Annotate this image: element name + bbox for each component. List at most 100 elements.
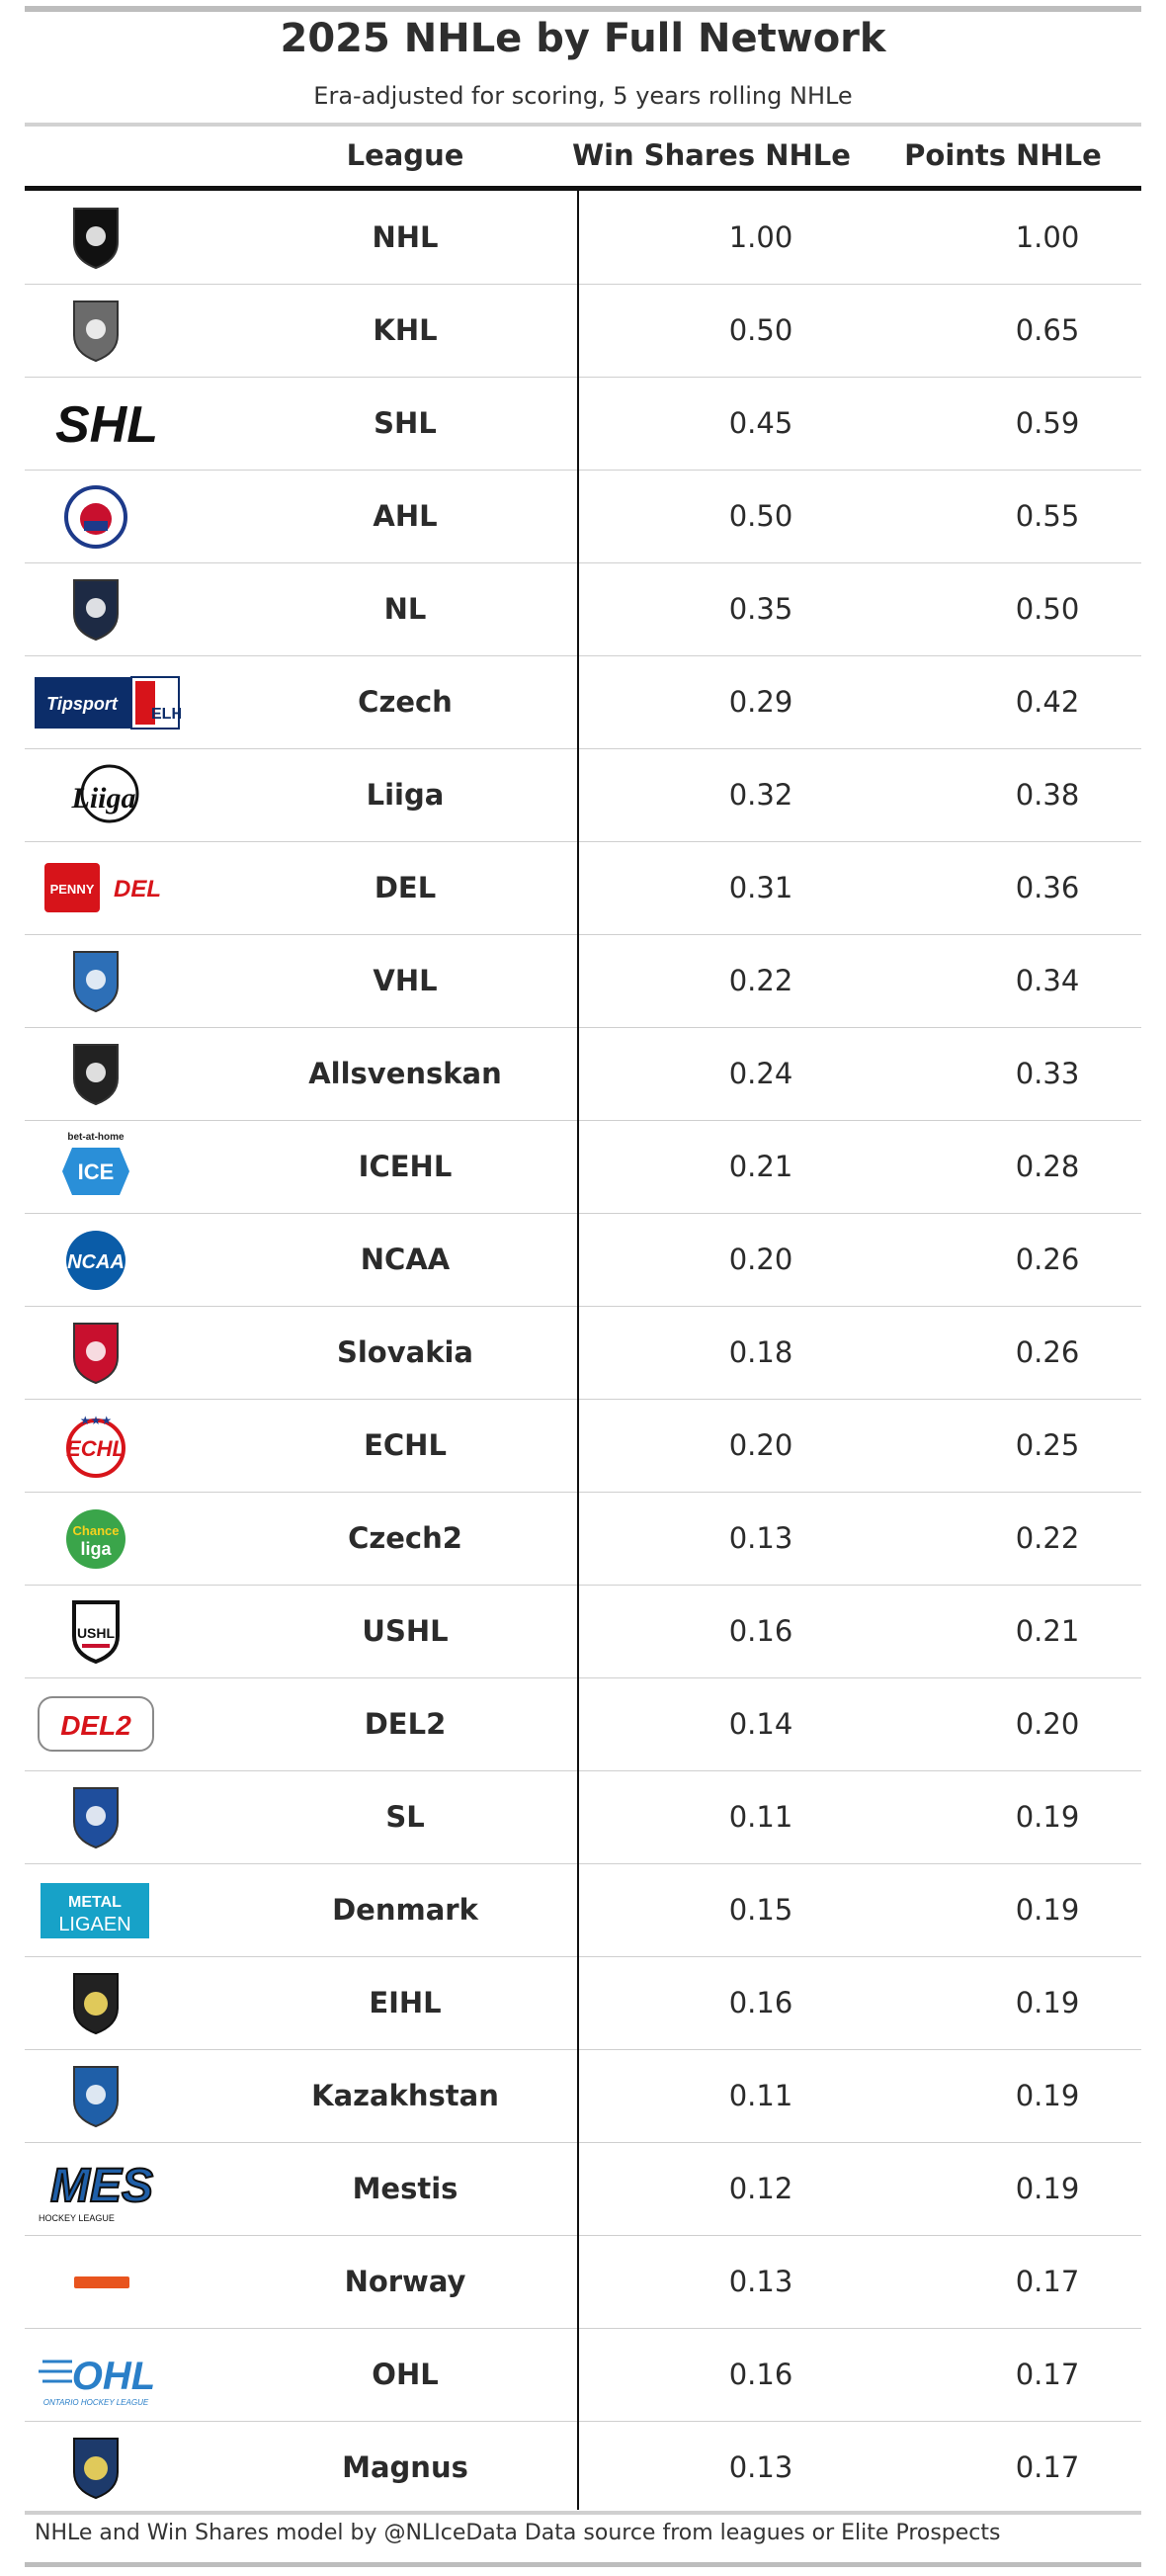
table-row: EIHL 0.16 0.19 xyxy=(25,1956,1141,2050)
logo-sl-icon xyxy=(73,1787,119,1849)
logo-eihl-icon xyxy=(73,1973,119,2035)
league-name: Norway xyxy=(344,2265,466,2298)
svg-text:USHL: USHL xyxy=(77,1625,116,1641)
league-name: EIHL xyxy=(369,1986,442,2019)
points-value: 0.19 xyxy=(1015,2079,1080,2112)
svg-text:PENNY: PENNY xyxy=(50,882,95,897)
win-shares-value: 0.24 xyxy=(728,1057,793,1090)
league-name: Czech xyxy=(358,685,453,719)
logo-icehl-icon: bet-at-home ICE xyxy=(62,1132,129,1195)
table-row: VHL 0.22 0.34 xyxy=(25,934,1141,1028)
win-shares-value: 0.50 xyxy=(728,313,793,347)
logo-ushl-icon: USHL xyxy=(72,1600,120,1665)
table-row: Chance liga Czech2 0.13 0.22 xyxy=(25,1492,1141,1586)
points-value: 0.55 xyxy=(1015,499,1080,533)
footer-credit: NHLe and Win Shares model by @NLIceData … xyxy=(35,2521,1001,2545)
svg-text:ICE: ICE xyxy=(78,1159,115,1184)
league-name: SL xyxy=(385,1800,425,1834)
win-shares-value: 0.16 xyxy=(728,1614,793,1648)
column-header-league: League xyxy=(346,138,464,172)
win-shares-value: 0.35 xyxy=(728,592,793,626)
table-row: KHL 0.50 0.65 xyxy=(25,284,1141,378)
league-name: Denmark xyxy=(332,1893,478,1927)
win-shares-value: 0.16 xyxy=(728,2358,793,2391)
table-row: PENNY DEL DEL 0.31 0.36 xyxy=(25,841,1141,935)
league-name: Magnus xyxy=(342,2450,468,2484)
chart-subtitle: Era-adjusted for scoring, 5 years rollin… xyxy=(313,82,853,110)
header-rule xyxy=(25,186,1141,191)
win-shares-value: 0.12 xyxy=(728,2172,793,2205)
points-value: 0.22 xyxy=(1015,1521,1080,1555)
win-shares-value: 0.29 xyxy=(728,685,793,719)
league-name: NHL xyxy=(372,220,439,254)
table-row: USHL USHL 0.16 0.21 xyxy=(25,1585,1141,1678)
points-value: 0.65 xyxy=(1015,313,1080,347)
table-row: OHL ONTARIO HOCKEY LEAGUE OHL 0.16 0.17 xyxy=(25,2328,1141,2422)
logo-liiga-icon: Liiga xyxy=(71,764,139,823)
win-shares-value: 0.14 xyxy=(728,1707,793,1741)
win-shares-value: 1.00 xyxy=(728,220,793,254)
logo-denmark-icon: METAL LIGAEN xyxy=(41,1883,149,1938)
points-value: 0.42 xyxy=(1015,685,1080,719)
chart-title: 2025 NHLe by Full Network xyxy=(280,16,886,61)
points-value: 0.19 xyxy=(1015,1986,1080,2019)
svg-text:SHL: SHL xyxy=(55,396,158,454)
table-row: NCAA NCAA 0.20 0.26 xyxy=(25,1213,1141,1307)
svg-text:liga: liga xyxy=(80,1539,112,1559)
league-name: Slovakia xyxy=(336,1335,474,1369)
win-shares-value: 0.13 xyxy=(728,1521,793,1555)
league-name: Czech2 xyxy=(348,1521,462,1555)
league-name: OHL xyxy=(372,2358,439,2391)
table-row: Norway 0.13 0.17 xyxy=(25,2235,1141,2329)
points-value: 0.25 xyxy=(1015,1428,1080,1462)
win-shares-value: 0.16 xyxy=(728,1986,793,2019)
logo-nl-icon xyxy=(73,579,119,642)
win-shares-value: 0.32 xyxy=(728,778,793,812)
league-name: USHL xyxy=(362,1614,449,1648)
win-shares-value: 0.50 xyxy=(728,499,793,533)
logo-shl-icon: SHL xyxy=(55,396,158,454)
league-name: VHL xyxy=(373,964,438,997)
table-row: bet-at-home ICE ICEHL 0.21 0.28 xyxy=(25,1120,1141,1214)
points-value: 0.26 xyxy=(1015,1243,1080,1276)
points-value: 0.20 xyxy=(1015,1707,1080,1741)
table-row: Kazakhstan 0.11 0.19 xyxy=(25,2049,1141,2143)
logo-ahl-icon xyxy=(64,485,127,549)
points-value: 0.28 xyxy=(1015,1150,1080,1183)
svg-text:ONTARIO HOCKEY LEAGUE: ONTARIO HOCKEY LEAGUE xyxy=(43,2398,149,2407)
win-shares-value: 0.18 xyxy=(728,1335,793,1369)
league-name: Mestis xyxy=(352,2172,458,2205)
points-value: 0.17 xyxy=(1015,2450,1080,2484)
league-name: Kazakhstan xyxy=(311,2079,499,2112)
logo-kazakhstan-icon xyxy=(73,2066,119,2128)
points-value: 0.33 xyxy=(1015,1057,1080,1090)
table-row: Magnus 0.13 0.17 xyxy=(25,2421,1141,2515)
table-row: Allsvenskan 0.24 0.33 xyxy=(25,1027,1141,1121)
svg-text:Liiga: Liiga xyxy=(71,782,136,815)
league-name: Allsvenskan xyxy=(308,1057,502,1090)
column-divider xyxy=(577,191,579,2510)
svg-text:OHL: OHL xyxy=(72,2355,155,2398)
logo-del2-icon: DEL2 xyxy=(38,1696,154,1752)
table-row: NL 0.35 0.50 xyxy=(25,562,1141,656)
svg-text:LIGAEN: LIGAEN xyxy=(58,1914,130,1935)
win-shares-value: 0.11 xyxy=(728,2079,793,2112)
bottom-border xyxy=(25,2562,1141,2567)
league-name: NL xyxy=(383,592,427,626)
svg-text:ELH: ELH xyxy=(151,706,181,723)
league-name: SHL xyxy=(374,406,437,440)
footer-divider xyxy=(25,2511,1141,2515)
league-name: ECHL xyxy=(364,1428,447,1462)
league-name: Liiga xyxy=(366,778,445,812)
column-header-win-shares: Win Shares NHLe xyxy=(572,138,851,172)
column-header-points: Points NHLe xyxy=(904,138,1102,172)
win-shares-value: 0.22 xyxy=(728,964,793,997)
points-value: 0.34 xyxy=(1015,964,1080,997)
points-value: 0.36 xyxy=(1015,871,1080,904)
table-row: MES HOCKEY LEAGUE Mestis 0.12 0.19 xyxy=(25,2142,1141,2236)
svg-text:NCAA: NCAA xyxy=(67,1251,125,1273)
points-value: 0.59 xyxy=(1015,406,1080,440)
points-value: 0.38 xyxy=(1015,778,1080,812)
